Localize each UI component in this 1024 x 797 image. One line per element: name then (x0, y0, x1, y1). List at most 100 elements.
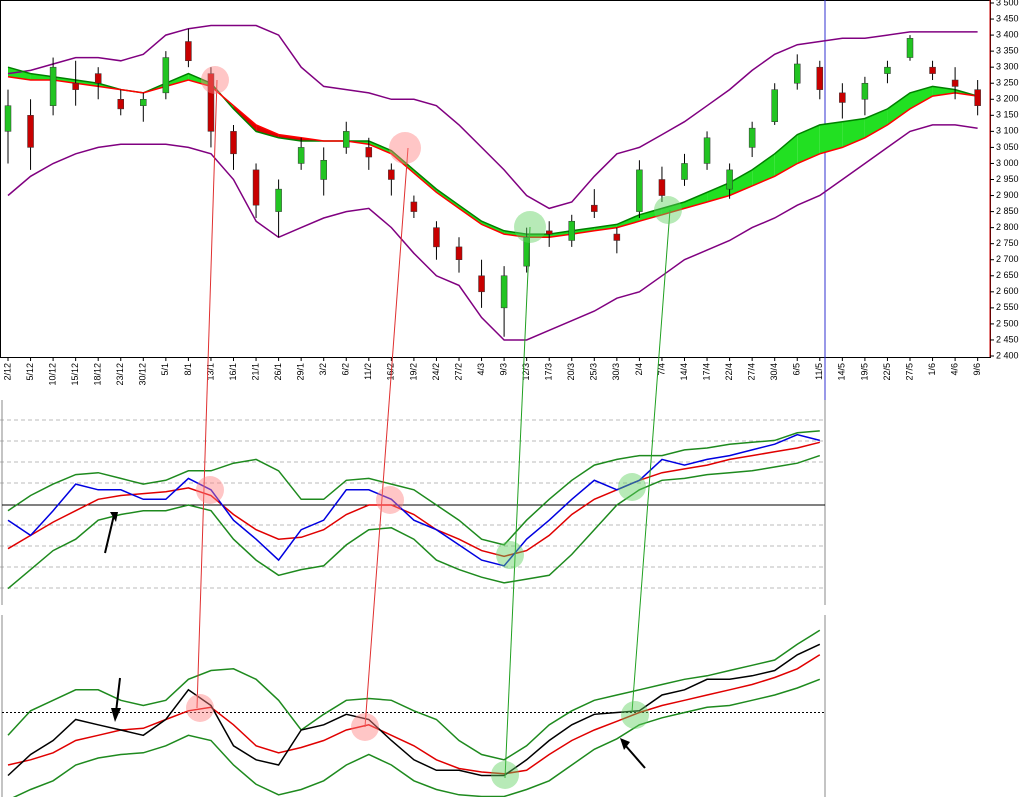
candle-body (320, 159, 327, 180)
candle-body (906, 38, 914, 58)
x-tick-label: 15/12 (70, 363, 80, 386)
x-tick-label: 6/2 (341, 363, 351, 376)
x-tick-label: 2/4 (634, 363, 644, 376)
candle-body (297, 147, 305, 164)
x-tick-label: 19/2 (408, 363, 418, 381)
x-tick-label: 7/4 (656, 363, 666, 376)
series-line (7, 24, 978, 210)
candle-body (523, 237, 530, 267)
candle-body (636, 169, 643, 212)
candle-body (252, 169, 260, 206)
candle-body (681, 163, 688, 180)
x-tick-label: 16/2 (386, 363, 396, 381)
series-line (7, 76, 978, 239)
y-tick-label: 3 300 (996, 62, 1019, 72)
y-tick-label: 2 550 (996, 302, 1019, 312)
candle-body (410, 201, 418, 212)
candle-body (162, 57, 170, 94)
ma-fill (526, 234, 550, 238)
x-tick-label: 5/1 (160, 363, 170, 376)
x-tick-label: 22/5 (882, 363, 892, 381)
ma-fill (684, 192, 708, 209)
series-line (7, 654, 821, 775)
ma-fill (481, 221, 505, 235)
candle-body (839, 92, 846, 103)
x-tick-label: 3/2 (318, 363, 328, 376)
series-line (7, 643, 821, 777)
y-tick-label: 3 250 (996, 78, 1019, 88)
candle-body (117, 99, 124, 110)
series-line (7, 124, 978, 341)
ma-fill (639, 208, 662, 222)
y-tick-label: 2 950 (996, 174, 1019, 184)
x-tick-label: 12/3 (521, 363, 531, 381)
y-tick-label: 2 400 (996, 350, 1019, 360)
x-tick-label: 4/3 (476, 363, 486, 376)
ma-fill (53, 76, 76, 84)
y-tick-label: 2 450 (996, 334, 1019, 344)
candle-body (94, 73, 102, 84)
candle-body (568, 220, 575, 241)
x-tick-label: 26/1 (273, 363, 283, 381)
y-tick-label: 3 150 (996, 110, 1019, 120)
candle-body (771, 89, 778, 122)
candle-body (140, 99, 147, 106)
candle-body (861, 82, 869, 100)
candle-body (500, 275, 508, 309)
x-tick-label: 27/2 (453, 363, 463, 381)
candle-body (613, 233, 621, 241)
ma-fill (30, 73, 54, 81)
ma-fill (797, 124, 820, 164)
annotations (104, 66, 682, 789)
x-tick-label: 20/3 (566, 363, 576, 381)
x-tick-label: 10/12 (47, 363, 57, 386)
x-tick-label: 2/12 (2, 363, 12, 381)
ma-fill (549, 230, 572, 238)
x-tick-label: 16/1 (228, 363, 238, 381)
x-tick-label: 14/4 (679, 363, 689, 381)
x-tick-label: 6/5 (792, 363, 802, 376)
series-line (7, 66, 978, 235)
candle-body (545, 230, 553, 235)
x-tick-label: 14/5 (837, 363, 847, 381)
candle-body (365, 147, 373, 158)
candle-body (433, 227, 440, 248)
series-line (7, 433, 820, 567)
x-tick-label: 22/4 (724, 363, 734, 381)
x-tick-label: 11/2 (363, 363, 373, 380)
candle-body (4, 105, 12, 132)
x-tick-label: 21/1 (250, 363, 260, 381)
candle-body (72, 82, 79, 90)
y-tick-label: 2 750 (996, 238, 1019, 248)
y-tick-label: 2 700 (996, 254, 1019, 264)
y-tick-label: 2 600 (996, 286, 1019, 296)
x-tick-label: 30/4 (769, 363, 779, 381)
candle-body (185, 41, 192, 62)
y-tick-label: 2 650 (996, 270, 1019, 280)
y-tick-label: 2 500 (996, 318, 1019, 328)
candle-body (658, 179, 666, 196)
candle-body (884, 66, 891, 74)
y-tick-label: 3 050 (996, 142, 1019, 152)
y-tick-label: 3 450 (996, 13, 1019, 23)
y-tick-label: 3 400 (996, 29, 1019, 39)
candle-body (27, 115, 34, 148)
candle-body (726, 169, 733, 190)
x-tick-label: 11/5 (814, 363, 824, 380)
x-tick-label: 30/3 (611, 363, 621, 381)
ma-fill (75, 80, 99, 87)
candle-body (207, 73, 215, 132)
series-line (7, 454, 821, 590)
x-tick-label: 17/3 (544, 363, 554, 381)
y-tick-label: 3 000 (996, 158, 1019, 168)
ma-fill (729, 169, 753, 196)
ma-fill (594, 224, 617, 231)
series-line (7, 629, 821, 761)
x-tick-label: 29/1 (296, 363, 306, 381)
x-tick-label: 17/4 (701, 363, 711, 381)
ma-fill (8, 67, 31, 81)
candle-body (816, 66, 824, 90)
x-tick-label: 9/3 (498, 363, 508, 376)
y-tick-label: 2 900 (996, 190, 1019, 200)
